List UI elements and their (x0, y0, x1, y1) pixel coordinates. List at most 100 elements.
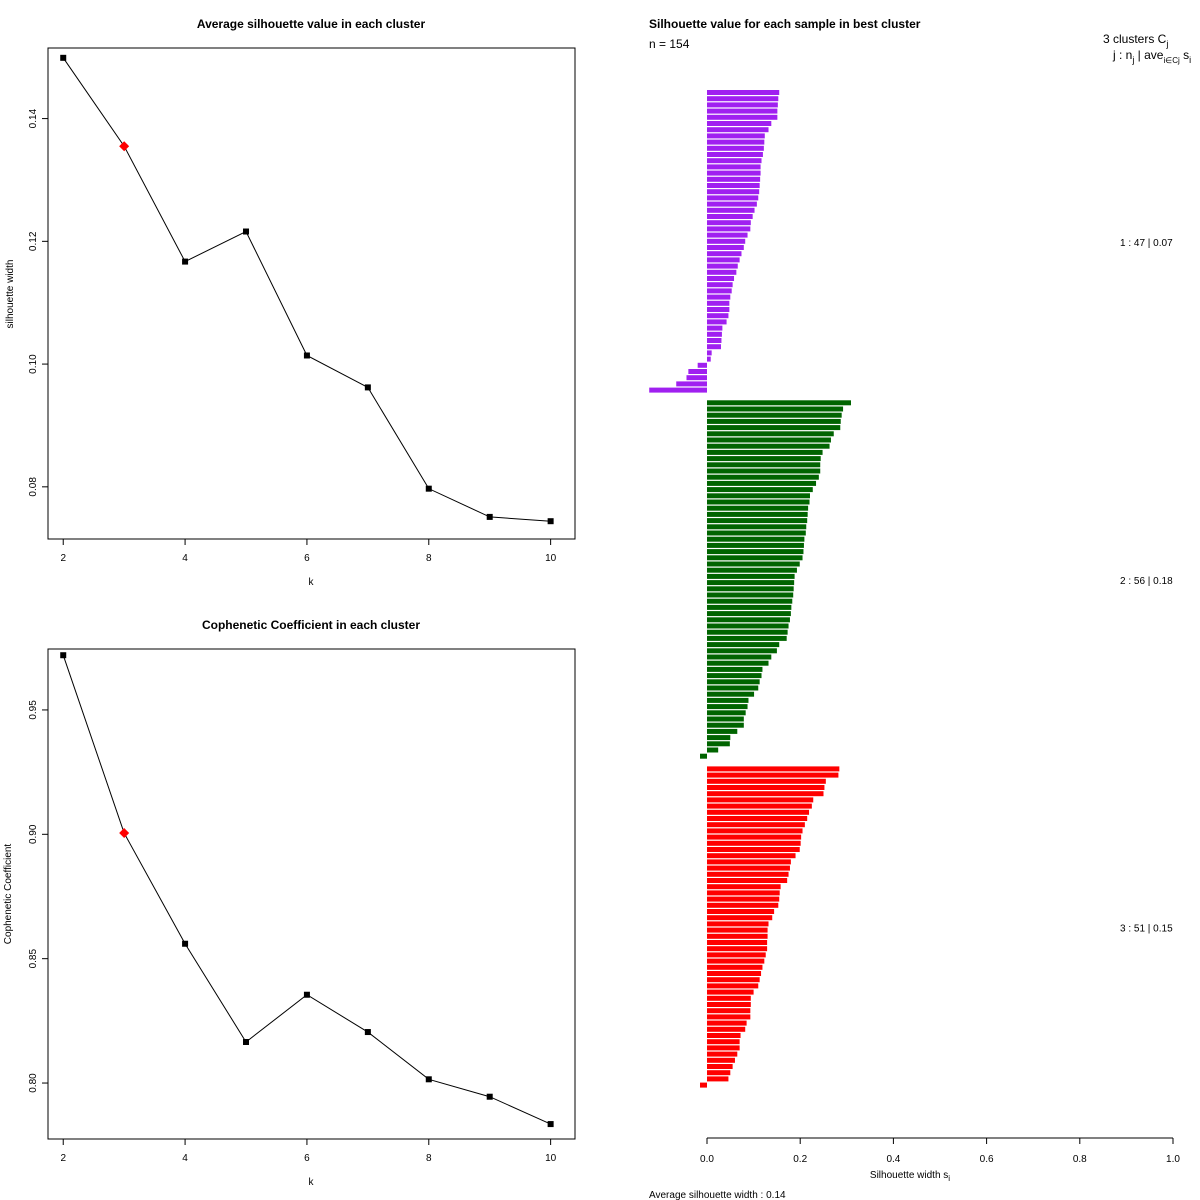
silhouette-bar (707, 468, 821, 474)
cophenetic-chart: Cophenetic Coefficient in each cluster 2… (3, 618, 576, 1188)
silhouette-bar (707, 121, 772, 126)
silhouette-bar (707, 288, 732, 294)
avg-silhouette-series (60, 54, 554, 525)
silhouette-bar (707, 96, 779, 102)
avg-silhouette-ylabel: silhouette width (5, 260, 16, 329)
silhouette-bar (707, 592, 794, 598)
cluster-label-2: 2 : 56 | 0.18 (1120, 576, 1173, 587)
silhouette-bar (707, 946, 768, 952)
silhouette-bar (707, 921, 769, 927)
cophenetic-selected-point (119, 828, 130, 839)
silhouette-bar (707, 462, 821, 468)
avg-silhouette-point (364, 384, 371, 391)
silhouette-bar (707, 127, 769, 133)
silhouette-bar (707, 617, 790, 623)
silhouette-bar (707, 822, 805, 828)
silhouette-xtick-label: 0.0 (700, 1154, 714, 1165)
silhouette-bar (707, 207, 755, 213)
silhouette-bar (707, 747, 719, 753)
cophenetic-xtick-label: 2 (60, 1153, 66, 1164)
silhouette-bar (707, 226, 751, 232)
silhouette-bar (707, 437, 831, 443)
silhouette-bar (707, 1045, 740, 1051)
silhouette-bar (707, 338, 722, 343)
cophenetic-point (425, 1076, 432, 1083)
cophenetic-point (243, 1038, 250, 1045)
silhouette-bar (707, 238, 746, 244)
silhouette-bar (707, 940, 768, 945)
silhouette-bar (707, 964, 763, 970)
avg-silhouette-ytick-label: 0.12 (28, 231, 39, 251)
silhouette-bar (707, 629, 788, 635)
silhouette-bar (707, 170, 761, 176)
cluster-labels: 1 : 47 | 0.07 2 : 56 | 0.18 3 : 51 | 0.15 (1120, 238, 1173, 935)
cophenetic-xtick-label: 10 (545, 1153, 557, 1164)
avg-silhouette-title: Average silhouette value in each cluster (197, 17, 426, 31)
cophenetic-point (60, 652, 67, 659)
silhouette-bar (707, 679, 760, 685)
silhouette-bar (707, 884, 781, 890)
silhouette-bar (707, 294, 731, 300)
silhouette-bar-chart: Silhouette value for each sample in best… (649, 17, 1191, 1200)
avg-silhouette-plot-box (47, 47, 576, 540)
avg-silhouette-xlabel: k (309, 577, 315, 588)
silhouette-bar (707, 995, 751, 1001)
silhouette-bar (707, 214, 753, 219)
silhouette-bar (707, 896, 780, 902)
silhouette-bar (707, 859, 791, 865)
silhouette-bar (707, 958, 765, 964)
silhouette-bar (707, 1014, 751, 1020)
silhouette-bar (707, 431, 834, 437)
silhouette-bar (707, 561, 800, 567)
avg-silhouette-selected-point (119, 141, 130, 152)
silhouette-bar (707, 102, 778, 108)
silhouette-bar (707, 511, 808, 517)
silhouette-bar (707, 598, 793, 604)
silhouette-bar (707, 232, 748, 238)
silhouette-bar (707, 449, 823, 455)
silhouette-bar (688, 369, 707, 374)
silhouette-bar (707, 580, 795, 586)
silhouette-bar (707, 971, 762, 976)
silhouette-bar (707, 691, 755, 697)
silhouette-bar (707, 791, 824, 797)
silhouette-bar (676, 381, 707, 387)
silhouette-bar (707, 263, 738, 269)
cophenetic-xtick-label: 8 (426, 1153, 432, 1164)
cophenetic-xlabel: k (309, 1177, 315, 1188)
avg-silhouette-line (62, 57, 551, 522)
cophenetic-ytick-label: 0.90 (28, 824, 39, 844)
silhouette-bar (707, 152, 763, 157)
cophenetic-title: Cophenetic Coefficient in each cluster (202, 618, 420, 632)
silhouette-bar (707, 313, 729, 319)
silhouette-xtick-label: 0.6 (980, 1154, 994, 1165)
sample-count: n = 154 (649, 37, 690, 51)
silhouette-bar (707, 344, 721, 350)
silhouette-bar (707, 871, 789, 877)
silhouette-bar (707, 809, 810, 815)
cophenetic-ytick-label: 0.80 (28, 1073, 39, 1093)
cluster-label-1: 1 : 47 | 0.07 (1120, 238, 1173, 249)
silhouette-bar (707, 586, 794, 592)
silhouette-bar (707, 853, 796, 859)
silhouette-bar (707, 710, 746, 716)
silhouette-bar (707, 549, 804, 555)
silhouette-bar (707, 114, 778, 120)
avg-silhouette-point (60, 54, 67, 61)
silhouette-bar (707, 728, 738, 734)
cophenetic-ytick-label: 0.95 (28, 700, 39, 720)
silhouette-bar (707, 220, 751, 226)
silhouette-bar (707, 660, 769, 666)
silhouette-bar (707, 785, 825, 790)
silhouette-bar (707, 474, 819, 480)
silhouette-bar (707, 685, 759, 691)
silhouette-bar (697, 362, 707, 368)
avg-silhouette-point (243, 228, 250, 235)
silhouette-x-axis: 0.0 0.2 0.4 0.6 0.8 1.0 (700, 1138, 1180, 1165)
silhouette-bar (707, 722, 744, 728)
silhouette-bar (707, 325, 723, 331)
silhouette-bar (707, 778, 826, 784)
cophenetic-xtick-label: 6 (304, 1153, 310, 1164)
silhouette-bar (707, 642, 780, 648)
